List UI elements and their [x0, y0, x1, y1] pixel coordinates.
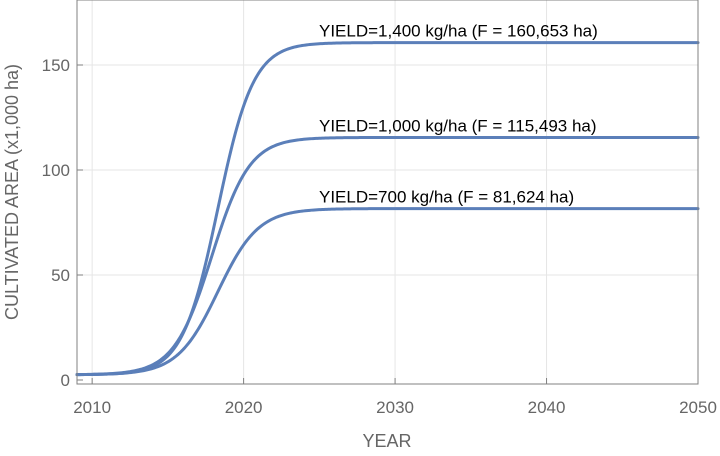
- y-axis-title: CULTIVATED AREA (x1,000 ha): [2, 64, 22, 320]
- plot-frame: [76, 0, 699, 385]
- y-tick-label: 100: [42, 161, 70, 180]
- annotations: YIELD=1,400 kg/ha (F = 160,653 ha) YIELD=…: [319, 22, 598, 207]
- y-tick-label: 50: [51, 266, 70, 285]
- x-axis-title: YEAR: [362, 431, 411, 451]
- series-annotation-3: YIELD=700 kg/ha (F = 81,624 ha): [319, 188, 574, 207]
- series-lines: [75, 41, 700, 377]
- x-tick-label: 2050: [679, 398, 717, 417]
- x-tick-label: 2010: [73, 398, 111, 417]
- y-tick-label: 0: [61, 371, 70, 390]
- series-line-3: [75, 207, 700, 377]
- y-tick-label: 150: [42, 56, 70, 75]
- grid: [77, 0, 698, 384]
- series-annotation-2: YIELD=1,000 kg/ha (F = 115,493 ha): [319, 116, 597, 135]
- x-tick-label: 2040: [528, 398, 566, 417]
- x-tick-label: 2020: [225, 398, 263, 417]
- x-tick-label: 2030: [376, 398, 414, 417]
- axis-ticks: 2010 2020 2030 2040 2050 0 50 100 150: [42, 56, 717, 417]
- series-annotation-1: YIELD=1,400 kg/ha (F = 160,653 ha): [319, 22, 598, 41]
- series-line-2: [75, 135, 700, 377]
